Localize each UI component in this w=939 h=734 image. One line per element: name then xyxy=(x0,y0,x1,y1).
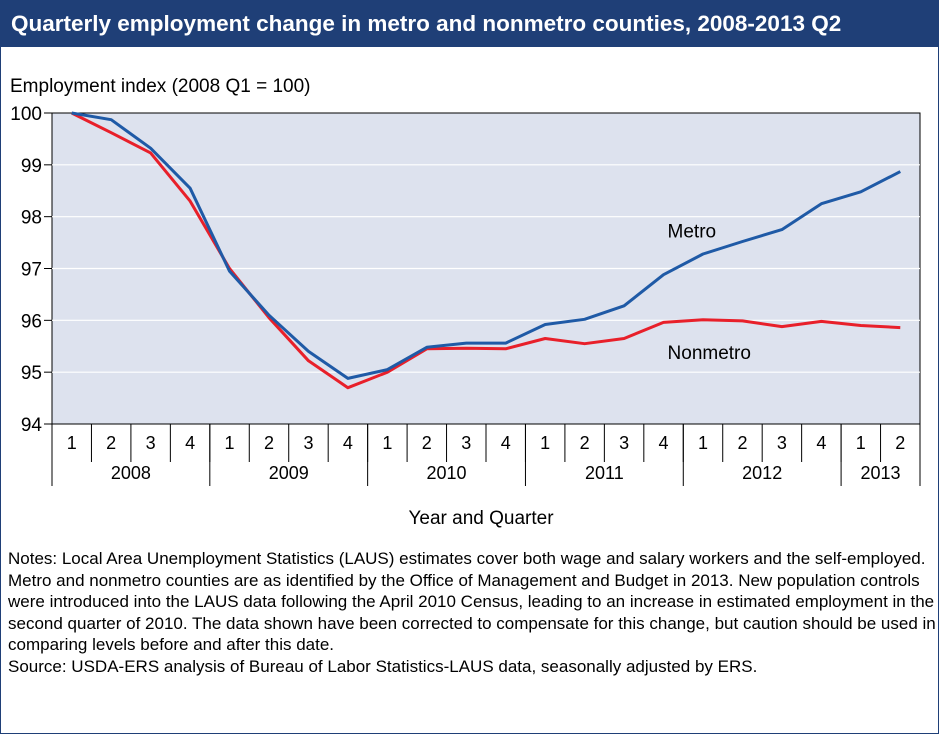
chart: Employment index (2008 Q1 = 100) 94 95 96 9… xyxy=(10,76,921,529)
y-tick-label: 97 xyxy=(21,260,42,281)
x-quarter-label: 1 xyxy=(698,433,708,453)
y-tick-label: 100 xyxy=(10,104,42,125)
x-quarter-label: 1 xyxy=(382,433,392,453)
x-quarter-label: 2 xyxy=(422,433,432,453)
x-quarter-label: 4 xyxy=(185,433,195,453)
x-quarter-label: 1 xyxy=(225,433,235,453)
x-quarter-label: 1 xyxy=(67,433,77,453)
notes-text: Notes: Local Area Unemployment Statistic… xyxy=(8,549,936,655)
x-year-label: 2010 xyxy=(427,463,467,483)
source-text: Source: USDA-ERS analysis of Bureau of L… xyxy=(8,656,758,676)
series-label-nonmetro: Nonmetro xyxy=(668,343,751,364)
y-tick-label: 99 xyxy=(21,156,42,177)
x-quarter-label: 3 xyxy=(777,433,787,453)
x-year-label: 2008 xyxy=(111,463,151,483)
x-quarter-label: 4 xyxy=(659,433,669,453)
x-year-label: 2013 xyxy=(861,463,901,483)
x-quarter-label: 2 xyxy=(895,433,905,453)
x-quarter-label: 1 xyxy=(856,433,866,453)
series-line-nonmetro xyxy=(71,111,901,390)
x-quarter-label: 2 xyxy=(580,433,590,453)
x-quarter-label: 2 xyxy=(737,433,747,453)
notes-block: Notes: Local Area Unemployment Statistic… xyxy=(8,548,936,678)
x-quarter-label: 4 xyxy=(501,433,511,453)
x-quarter-label: 2 xyxy=(264,433,274,453)
y-axis-label: Employment index (2008 Q1 = 100) xyxy=(10,76,310,97)
series-label-metro: Metro xyxy=(668,221,717,242)
x-axis-label: Year and Quarter xyxy=(408,508,554,529)
y-tick-label: 96 xyxy=(21,311,42,332)
x-year-label: 2011 xyxy=(585,463,624,483)
x-quarter-label: 2 xyxy=(106,433,116,453)
x-quarter-label: 3 xyxy=(146,433,156,453)
series-line-metro xyxy=(71,111,901,380)
y-tick-label: 95 xyxy=(21,363,42,384)
x-quarter-label: 3 xyxy=(461,433,471,453)
x-quarter-label: 1 xyxy=(540,433,550,453)
chart-title: Quarterly employment change in metro and… xyxy=(0,0,939,47)
x-quarter-label: 4 xyxy=(816,433,826,453)
x-quarter-label: 3 xyxy=(303,433,313,453)
x-year-label: 2009 xyxy=(269,463,309,483)
y-tick-label: 98 xyxy=(21,208,42,229)
x-quarter-label: 3 xyxy=(619,433,629,453)
x-quarter-label: 4 xyxy=(343,433,353,453)
y-tick-label: 94 xyxy=(21,415,43,436)
x-year-label: 2012 xyxy=(742,463,782,483)
